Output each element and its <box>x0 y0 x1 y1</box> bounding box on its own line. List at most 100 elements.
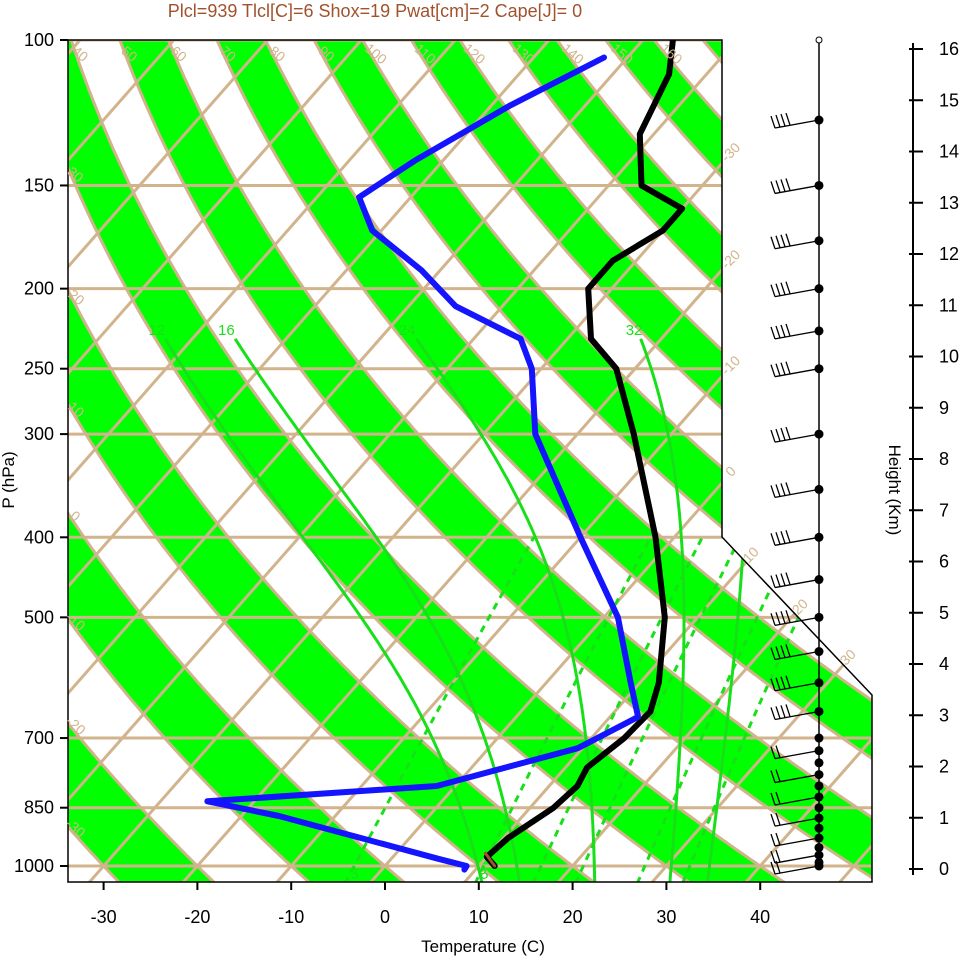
wind-barb-feather <box>775 180 781 193</box>
height-tick-label: 1 <box>939 808 949 828</box>
wind-barb-feather <box>785 675 791 688</box>
wind-level-dot <box>814 823 824 833</box>
dry-adiabat-line <box>68 40 316 882</box>
wind-barb-feather <box>770 284 776 297</box>
wind-barb <box>770 644 820 661</box>
wind-barb-feather <box>785 610 791 623</box>
isotherm-line <box>635 40 872 882</box>
wind-barb <box>770 745 820 760</box>
wind-barb-feather <box>770 813 776 827</box>
temperature-profile <box>483 40 686 869</box>
plot-border <box>67 39 873 883</box>
moist-adiabat-line <box>415 337 597 882</box>
wind-barb-feather <box>785 112 791 126</box>
x-tick-label: 10 <box>469 907 489 927</box>
wind-barb-feather <box>770 485 776 498</box>
mixing-ratio-line <box>473 536 652 882</box>
height-tick-label: 13 <box>939 193 959 213</box>
wind-barb-feather <box>770 533 776 546</box>
mixing-ratio-line <box>531 536 704 882</box>
moist-adiabat-line <box>163 338 484 882</box>
wind-level-dot <box>814 733 824 743</box>
wind-barb-feather <box>775 677 781 690</box>
wind-barb-feather <box>775 706 781 719</box>
wind-barb <box>770 361 820 378</box>
isotherm-label: 0 <box>722 463 739 480</box>
mixing-ratio-line <box>343 536 536 882</box>
wind-barb-shaft <box>774 650 820 661</box>
isotherm-line <box>68 40 678 882</box>
moist-adiabat-line <box>639 338 686 882</box>
wind-barb-feather <box>775 283 781 296</box>
isotherm-line <box>68 40 584 882</box>
wind-barb-feather <box>785 361 791 374</box>
isotherm-label: 30 <box>837 646 859 668</box>
wind-barb-feather <box>780 282 786 295</box>
wind-barb <box>770 769 820 784</box>
dry-adiabat-label: -20 <box>63 713 89 738</box>
isotherm-line <box>259 40 872 882</box>
p-tick-label: 400 <box>24 527 54 547</box>
wind-barb-shaft <box>774 330 820 340</box>
p-tick-label: 250 <box>24 359 54 379</box>
wind-barb <box>770 675 820 692</box>
dry-adiabat-line <box>246 40 872 882</box>
wind-barb-feather <box>770 236 776 249</box>
wind-barb-feather <box>770 613 776 626</box>
p-tick-label: 500 <box>24 607 54 627</box>
moist-adiabat-label: 32 <box>626 322 643 339</box>
wind-barb-shaft <box>774 682 820 692</box>
wind-top-marker <box>815 36 823 44</box>
wind-barb-feather <box>770 861 776 875</box>
wind-barb-shaft <box>774 240 820 250</box>
wind-barb <box>770 849 820 864</box>
isotherm-line <box>728 40 872 882</box>
wind-barb-feather <box>785 323 791 337</box>
wind-barb-feather <box>785 426 791 440</box>
height-tick-label: 16 <box>939 39 959 59</box>
dry-adiabat-line <box>0 2 28 887</box>
wind-barb-shaft <box>774 865 820 875</box>
dewpoint-profile <box>204 54 642 873</box>
wind-barb-shaft <box>774 837 820 847</box>
y-axis-title: P (hPa) <box>0 451 18 508</box>
wind-barb-shaft <box>774 710 820 721</box>
dry-adiabat-line <box>293 40 872 882</box>
height-tick-label: 3 <box>939 705 949 725</box>
wind-barb-feather <box>780 179 786 192</box>
height-tick-label: 0 <box>939 859 949 879</box>
wind-barb-panel <box>770 36 824 875</box>
height-tick-label: 4 <box>939 654 949 674</box>
wind-barb-feather <box>775 791 781 805</box>
wind-barb <box>770 233 820 250</box>
wind-barb-feather <box>785 281 791 294</box>
wind-barb-feather <box>775 532 781 545</box>
height-tick-label: 14 <box>939 142 959 162</box>
wind-barb-shaft <box>774 749 820 760</box>
wind-level-dot <box>814 803 824 813</box>
wind-barb-feather <box>780 573 786 586</box>
wind-barb-shaft <box>774 433 820 443</box>
height-tick-label: 10 <box>939 347 959 367</box>
moist-adiabat-label: 24 <box>399 322 416 339</box>
p-tick-label: 1000 <box>14 856 54 876</box>
wind-barb-feather <box>775 325 781 339</box>
wind-barb-feather <box>785 644 791 657</box>
height-tick-label: 6 <box>939 552 949 572</box>
mixing-ratio-lines <box>343 536 837 882</box>
x-tick-label: -10 <box>278 907 304 927</box>
wind-barb-shaft <box>774 368 820 378</box>
x-tick-label: -20 <box>184 907 210 927</box>
wind-barb-feather <box>780 611 786 624</box>
wind-barb-feather <box>780 483 786 496</box>
wind-barb <box>770 112 820 129</box>
dry-adiabat-line <box>387 40 872 882</box>
dry-adiabat-band <box>0 2 28 887</box>
wind-barb-feather <box>770 181 776 194</box>
chart-header: Plcl=939 Tlcl[C]=6 Shox=19 Pwat[cm]=2 Ca… <box>168 1 582 21</box>
dry-adiabat-line <box>68 40 220 882</box>
dry-adiabat-line <box>68 40 506 882</box>
wind-barb-feather <box>775 745 781 758</box>
dry-adiabat-line <box>68 40 792 882</box>
